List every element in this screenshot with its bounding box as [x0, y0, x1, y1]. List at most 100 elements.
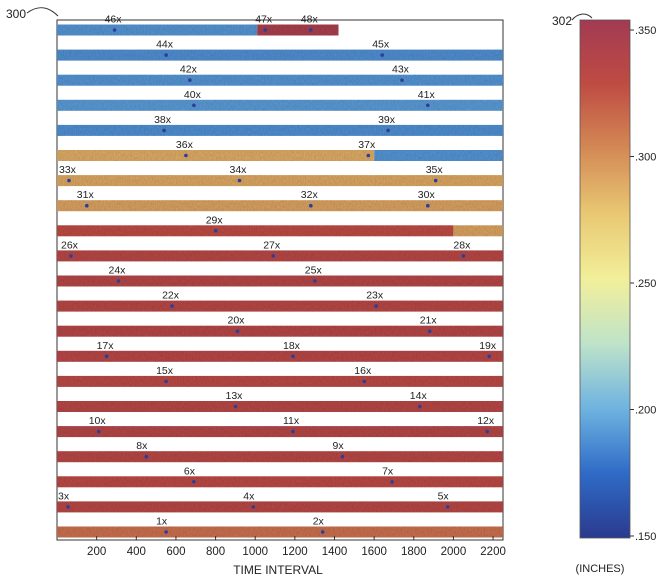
strip-18-texture-1 — [57, 451, 503, 463]
strip-marker-dot — [235, 329, 240, 334]
strip-1-texture-1 — [57, 24, 258, 36]
x-tick-label: 1800 — [401, 546, 427, 558]
strip-marker-dot — [291, 354, 295, 359]
strip-marker-label: 13x — [226, 390, 244, 402]
strip-marker-label: 28x — [453, 239, 471, 251]
strip-marker-dot — [366, 153, 371, 158]
strip-marker-label: 3x — [58, 490, 70, 502]
colorbar-ticks: .150 .200 .250 .300 .350 — [630, 25, 656, 543]
strip-marker-label: 23x — [366, 290, 384, 302]
strip-marker-label: 38x — [154, 114, 172, 126]
strip-15-texture-1 — [57, 375, 503, 387]
strip-9-texture-1 — [57, 225, 454, 237]
x-tick-label: 1600 — [361, 546, 387, 558]
strip-marker-label: 24x — [109, 265, 127, 277]
strip-marker-dot — [380, 53, 385, 57]
strip-marker-label: 14x — [410, 390, 428, 402]
strip-marker-label: 33x — [59, 164, 77, 176]
strip-marker-dot — [427, 329, 432, 334]
x-tick-label: 1000 — [242, 546, 268, 558]
strip-marker-label: 34x — [230, 164, 248, 176]
strip-marker-dot — [263, 28, 268, 32]
strip-marker-label: 1x — [156, 516, 168, 528]
x-tick-label: 2200 — [480, 546, 506, 558]
strip-13-texture-1 — [57, 325, 503, 337]
strip-marker-dot — [96, 429, 101, 434]
colorbar-tick-label: .250 — [635, 278, 656, 290]
strip-marker-dot — [426, 103, 430, 108]
x-tick-label: 200 — [87, 546, 106, 558]
strip-marker-dot — [188, 78, 192, 82]
strip-marker-dot — [192, 480, 196, 484]
strip-marker-label: 32x — [301, 189, 319, 201]
strip-marker-dot — [233, 404, 238, 409]
strip-marker-dot — [251, 505, 256, 509]
strip-marker-label: 11x — [283, 415, 300, 427]
strip-marker-dot — [426, 203, 430, 208]
strip-marker-dot — [433, 178, 438, 183]
strip-marker-label: 5x — [438, 490, 450, 502]
colorbar-ref-label: 302 — [552, 14, 572, 28]
strip-marker-dot — [66, 505, 70, 509]
strip-marker-dot — [461, 254, 466, 258]
strip-6-texture-1 — [57, 150, 375, 161]
strip-marker-label: 47x — [255, 14, 273, 26]
strip-19-texture-1 — [57, 476, 503, 488]
strip-marker-dot — [69, 254, 73, 258]
strip-marker-dot — [390, 480, 394, 484]
strip-marker-label: 18x — [283, 340, 301, 352]
strip-3-texture-1 — [57, 74, 503, 86]
strip-marker-dot — [170, 304, 174, 308]
strip-marker-dot — [162, 128, 166, 133]
strip-marker-dot — [418, 404, 422, 409]
strip-marker-label: 9x — [333, 440, 345, 452]
strip-marker-dot — [213, 229, 218, 233]
strip-marker-dot — [362, 379, 367, 384]
colorbar-unit-label: (INCHES) — [576, 563, 625, 575]
strip-marker-label: 36x — [176, 139, 194, 151]
strip-marker-dot — [445, 505, 450, 509]
strip-marker-label: 2x — [313, 516, 325, 528]
strip-marker-dot — [271, 254, 276, 258]
strip-marker-label: 35x — [426, 164, 444, 176]
strip-2-texture-1 — [57, 49, 503, 61]
strip-marker-label: 42x — [180, 64, 198, 76]
strip-marker-label: 45x — [372, 39, 390, 51]
strip-4-texture-1 — [57, 99, 503, 111]
strip-marker-dot — [104, 354, 109, 359]
strip-marker-dot — [291, 429, 295, 434]
strip-marker-label: 12x — [477, 415, 495, 427]
strip-marker-dot — [116, 279, 121, 283]
x-axis: 200 400 600 800 1000 1200 1400 1600 1800 2000 2200 — [87, 536, 506, 558]
colorbar-tick-label: .350 — [635, 25, 656, 37]
strip-marker-label: 27x — [263, 239, 281, 251]
figure-ref-leader — [26, 7, 59, 17]
strip-marker-label: 21x — [420, 315, 438, 327]
strip-marker-dot — [320, 530, 325, 534]
colorbar-tick-label: .300 — [635, 152, 656, 164]
strip-marker-label: 44x — [156, 39, 174, 51]
x-tick-label: 800 — [206, 546, 225, 558]
strip-marker-label: 48x — [301, 14, 319, 26]
strip-marker-dot — [144, 454, 149, 459]
strip-marker-dot — [313, 279, 317, 283]
strip-marker-dot — [192, 103, 196, 108]
strip-marker-label: 41x — [418, 89, 436, 101]
strip-marker-dot — [164, 530, 168, 534]
strip-marker-dot — [309, 28, 313, 32]
x-axis-label: TIME INTERVAL — [233, 563, 323, 577]
strip-marker-label: 8x — [136, 440, 148, 452]
strip-marker-label: 17x — [97, 340, 115, 352]
strip-marker-label: 20x — [228, 315, 246, 327]
x-tick-label: 600 — [166, 546, 185, 558]
strip-marker-dot — [374, 304, 379, 308]
strip-21-texture-1 — [57, 526, 503, 538]
colorbar-tick-label: .200 — [635, 405, 656, 417]
strip-marker-dot — [400, 78, 404, 82]
strip-labels-group: 46x 47x 48x 44x 45x 42x 43x 40x 41x 38x 39x 36x 37x 3… — [58, 14, 497, 534]
strip-marker-label: 22x — [162, 290, 180, 302]
strip-marker-label: 6x — [184, 465, 196, 477]
strip-marker-label: 16x — [354, 365, 372, 377]
strips-group — [57, 24, 503, 538]
